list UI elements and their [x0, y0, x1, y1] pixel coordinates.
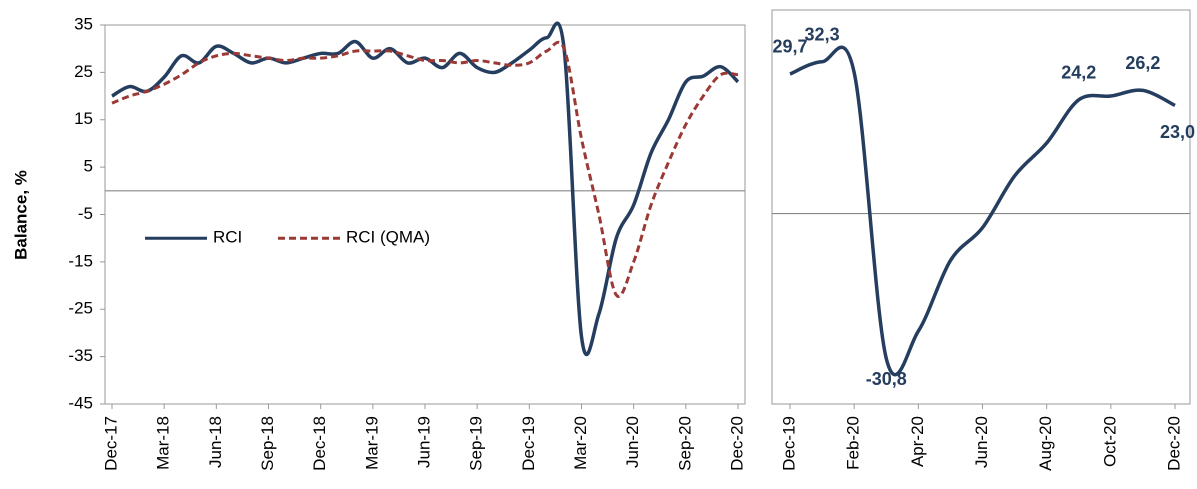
- y-tick-label: 25: [74, 62, 93, 81]
- x-tick-label: Jun-19: [414, 416, 433, 468]
- y-tick-label: -5: [78, 204, 93, 223]
- data-label: 29,7: [772, 37, 807, 57]
- x-tick-label: Oct-20: [1100, 416, 1119, 467]
- x-tick-label: Mar-20: [571, 416, 590, 470]
- y-tick-label: 15: [74, 109, 93, 128]
- y-axis-title: Balance, %: [11, 170, 30, 260]
- x-tick-label: Jun-20: [623, 416, 642, 468]
- data-label: 32,3: [805, 24, 840, 44]
- x-tick-label: Dec-19: [519, 416, 538, 471]
- plot-frame: [771, 9, 1191, 405]
- x-tick-label: Feb-20: [844, 416, 863, 470]
- series-line: [789, 45, 1176, 377]
- legend-label: RCI: [213, 228, 242, 247]
- y-tick-label: 5: [84, 157, 93, 176]
- x-tick-label: Sep-20: [675, 416, 694, 471]
- y-tick-label: -25: [68, 299, 93, 318]
- series-line: [111, 40, 739, 298]
- data-label: 24,2: [1061, 63, 1096, 83]
- data-label: 23,0: [1160, 122, 1195, 142]
- x-tick-label: Mar-18: [154, 416, 173, 470]
- x-tick-label: Aug-20: [1036, 416, 1055, 471]
- data-label: 26,2: [1125, 53, 1160, 73]
- data-label: -30,8: [866, 369, 907, 389]
- y-tick-label: -45: [68, 393, 93, 412]
- x-tick-label: Dec-20: [1164, 416, 1183, 471]
- x-tick-label: Dec-20: [727, 416, 746, 471]
- x-tick-label: Sep-18: [258, 416, 277, 471]
- x-tick-label: Jun-18: [206, 416, 225, 468]
- x-tick-label: Dec-18: [310, 416, 329, 471]
- legend-label: RCI (QMA): [346, 228, 430, 247]
- x-tick-label: Sep-19: [467, 416, 486, 471]
- y-tick-label: 35: [74, 14, 93, 33]
- x-tick-label: Jun-20: [972, 416, 991, 468]
- x-tick-label: Mar-19: [362, 416, 381, 470]
- y-tick-label: -35: [68, 346, 93, 365]
- series-line: [111, 21, 740, 357]
- x-tick-label: Dec-19: [779, 416, 798, 471]
- x-tick-label: Apr-20: [908, 416, 927, 467]
- x-tick-label: Dec-17: [101, 416, 120, 471]
- y-tick-label: -15: [68, 251, 93, 270]
